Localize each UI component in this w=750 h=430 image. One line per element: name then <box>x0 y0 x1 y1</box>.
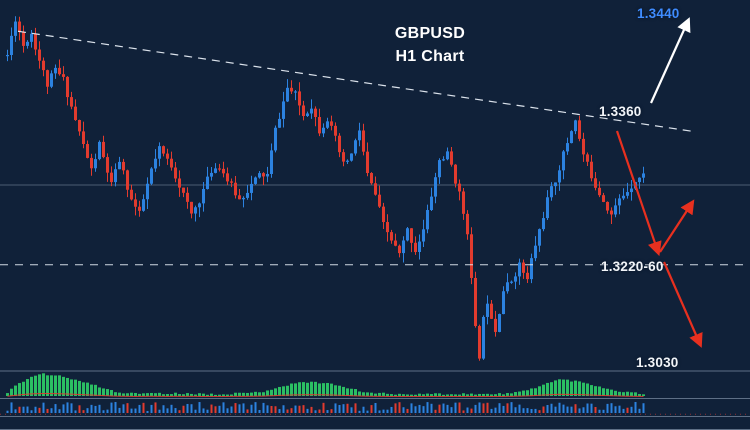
timeframe-label: H1 Chart <box>395 48 465 65</box>
chart-title: GBPUSD H1 Chart <box>370 22 490 68</box>
price-label-resistance: 1.3360 <box>599 104 642 119</box>
price-label-support-zone: 1.3220-60 <box>601 259 664 274</box>
trendline-and-levels <box>0 30 750 266</box>
symbol-label: GBPUSD <box>394 25 466 42</box>
secondary-indicator <box>0 402 750 415</box>
annotation-arrows <box>615 17 703 348</box>
candlesticks <box>6 16 645 361</box>
price-label-bullish-target: 1.3440 <box>637 6 680 21</box>
price-label-bearish-target: 1.3030 <box>636 355 679 370</box>
panel-separators <box>0 370 750 430</box>
oscillator-indicator <box>6 373 645 398</box>
